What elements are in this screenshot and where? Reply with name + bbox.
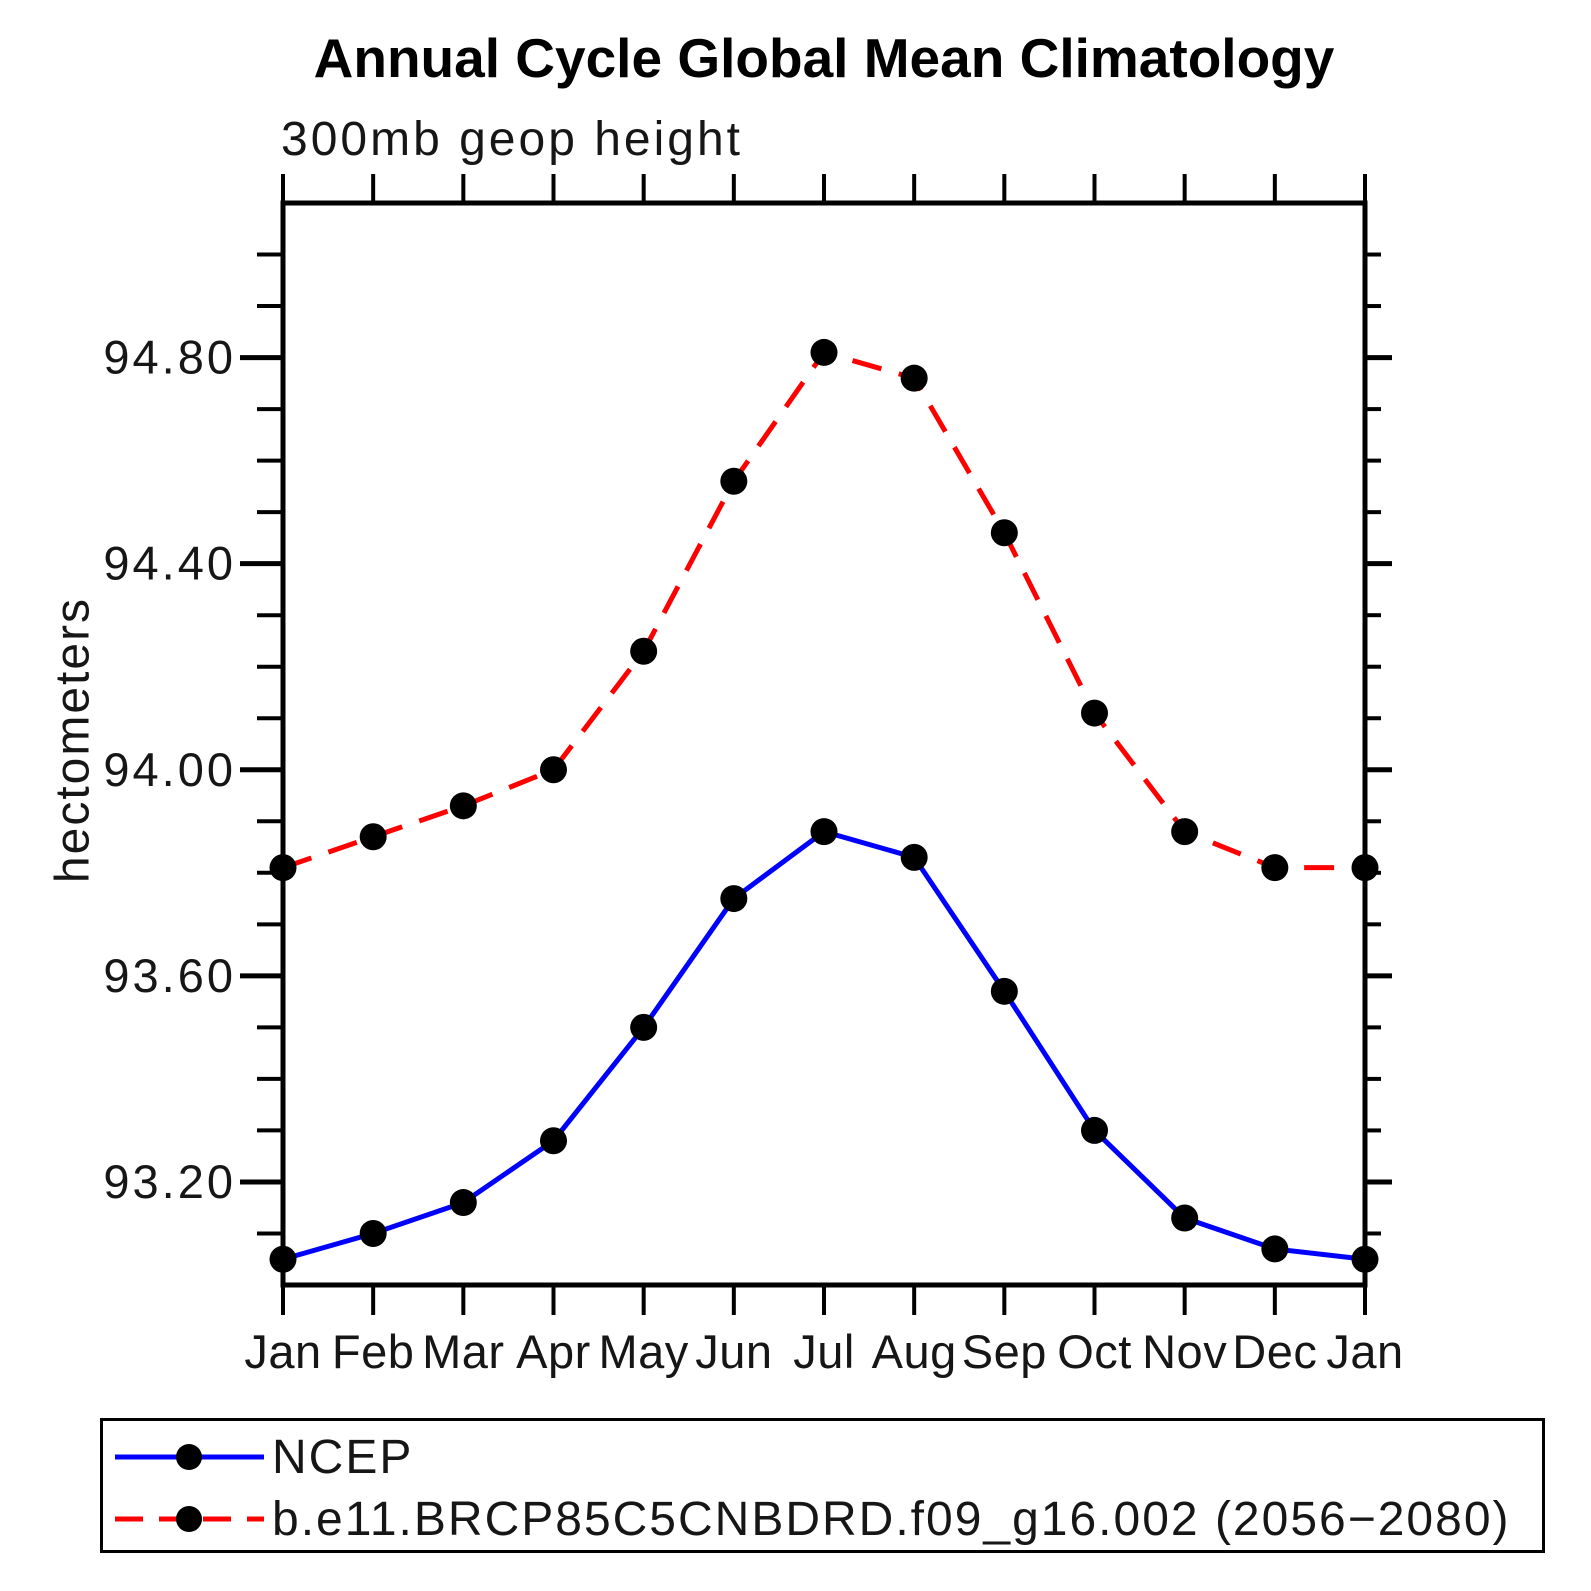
svg-text:93.20: 93.20	[103, 1155, 236, 1208]
model-line-sample-icon	[115, 1506, 264, 1532]
svg-text:93.60: 93.60	[103, 949, 236, 1002]
legend-label-model: b.e11.BRCP85C5CNBDRD.f09_g16.002 (2056−2…	[272, 1492, 1511, 1546]
svg-text:Sep: Sep	[962, 1325, 1047, 1378]
chart-subtitle: 300mb geop height	[281, 113, 743, 166]
svg-text:Jan: Jan	[1326, 1325, 1403, 1378]
svg-text:Oct: Oct	[1057, 1325, 1132, 1378]
ncep-line-sample-icon	[115, 1444, 264, 1470]
legend-item-model: b.e11.BRCP85C5CNBDRD.f09_g16.002 (2056−2…	[111, 1488, 1542, 1550]
svg-text:Dec: Dec	[1232, 1325, 1317, 1378]
legend-item-ncep: NCEP	[111, 1426, 1542, 1488]
svg-text:Jun: Jun	[695, 1325, 772, 1378]
svg-text:Aug: Aug	[872, 1325, 957, 1378]
svg-text:94.40: 94.40	[103, 537, 236, 590]
svg-text:94.80: 94.80	[103, 331, 236, 384]
svg-text:Feb: Feb	[332, 1325, 415, 1378]
svg-text:Nov: Nov	[1142, 1325, 1227, 1378]
legend: NCEP b.e11.BRCP85C5CNBDRD.f09_g16.002 (2…	[100, 1418, 1545, 1553]
svg-text:May: May	[599, 1325, 689, 1378]
svg-text:Mar: Mar	[422, 1325, 504, 1378]
svg-text:Apr: Apr	[516, 1325, 591, 1378]
page-title: Annual Cycle Global Mean Climatology	[313, 27, 1335, 89]
svg-text:Jan: Jan	[244, 1325, 321, 1378]
legend-label-ncep: NCEP	[272, 1430, 414, 1484]
svg-text:Jul: Jul	[793, 1325, 855, 1378]
svg-text:94.00: 94.00	[103, 743, 236, 796]
